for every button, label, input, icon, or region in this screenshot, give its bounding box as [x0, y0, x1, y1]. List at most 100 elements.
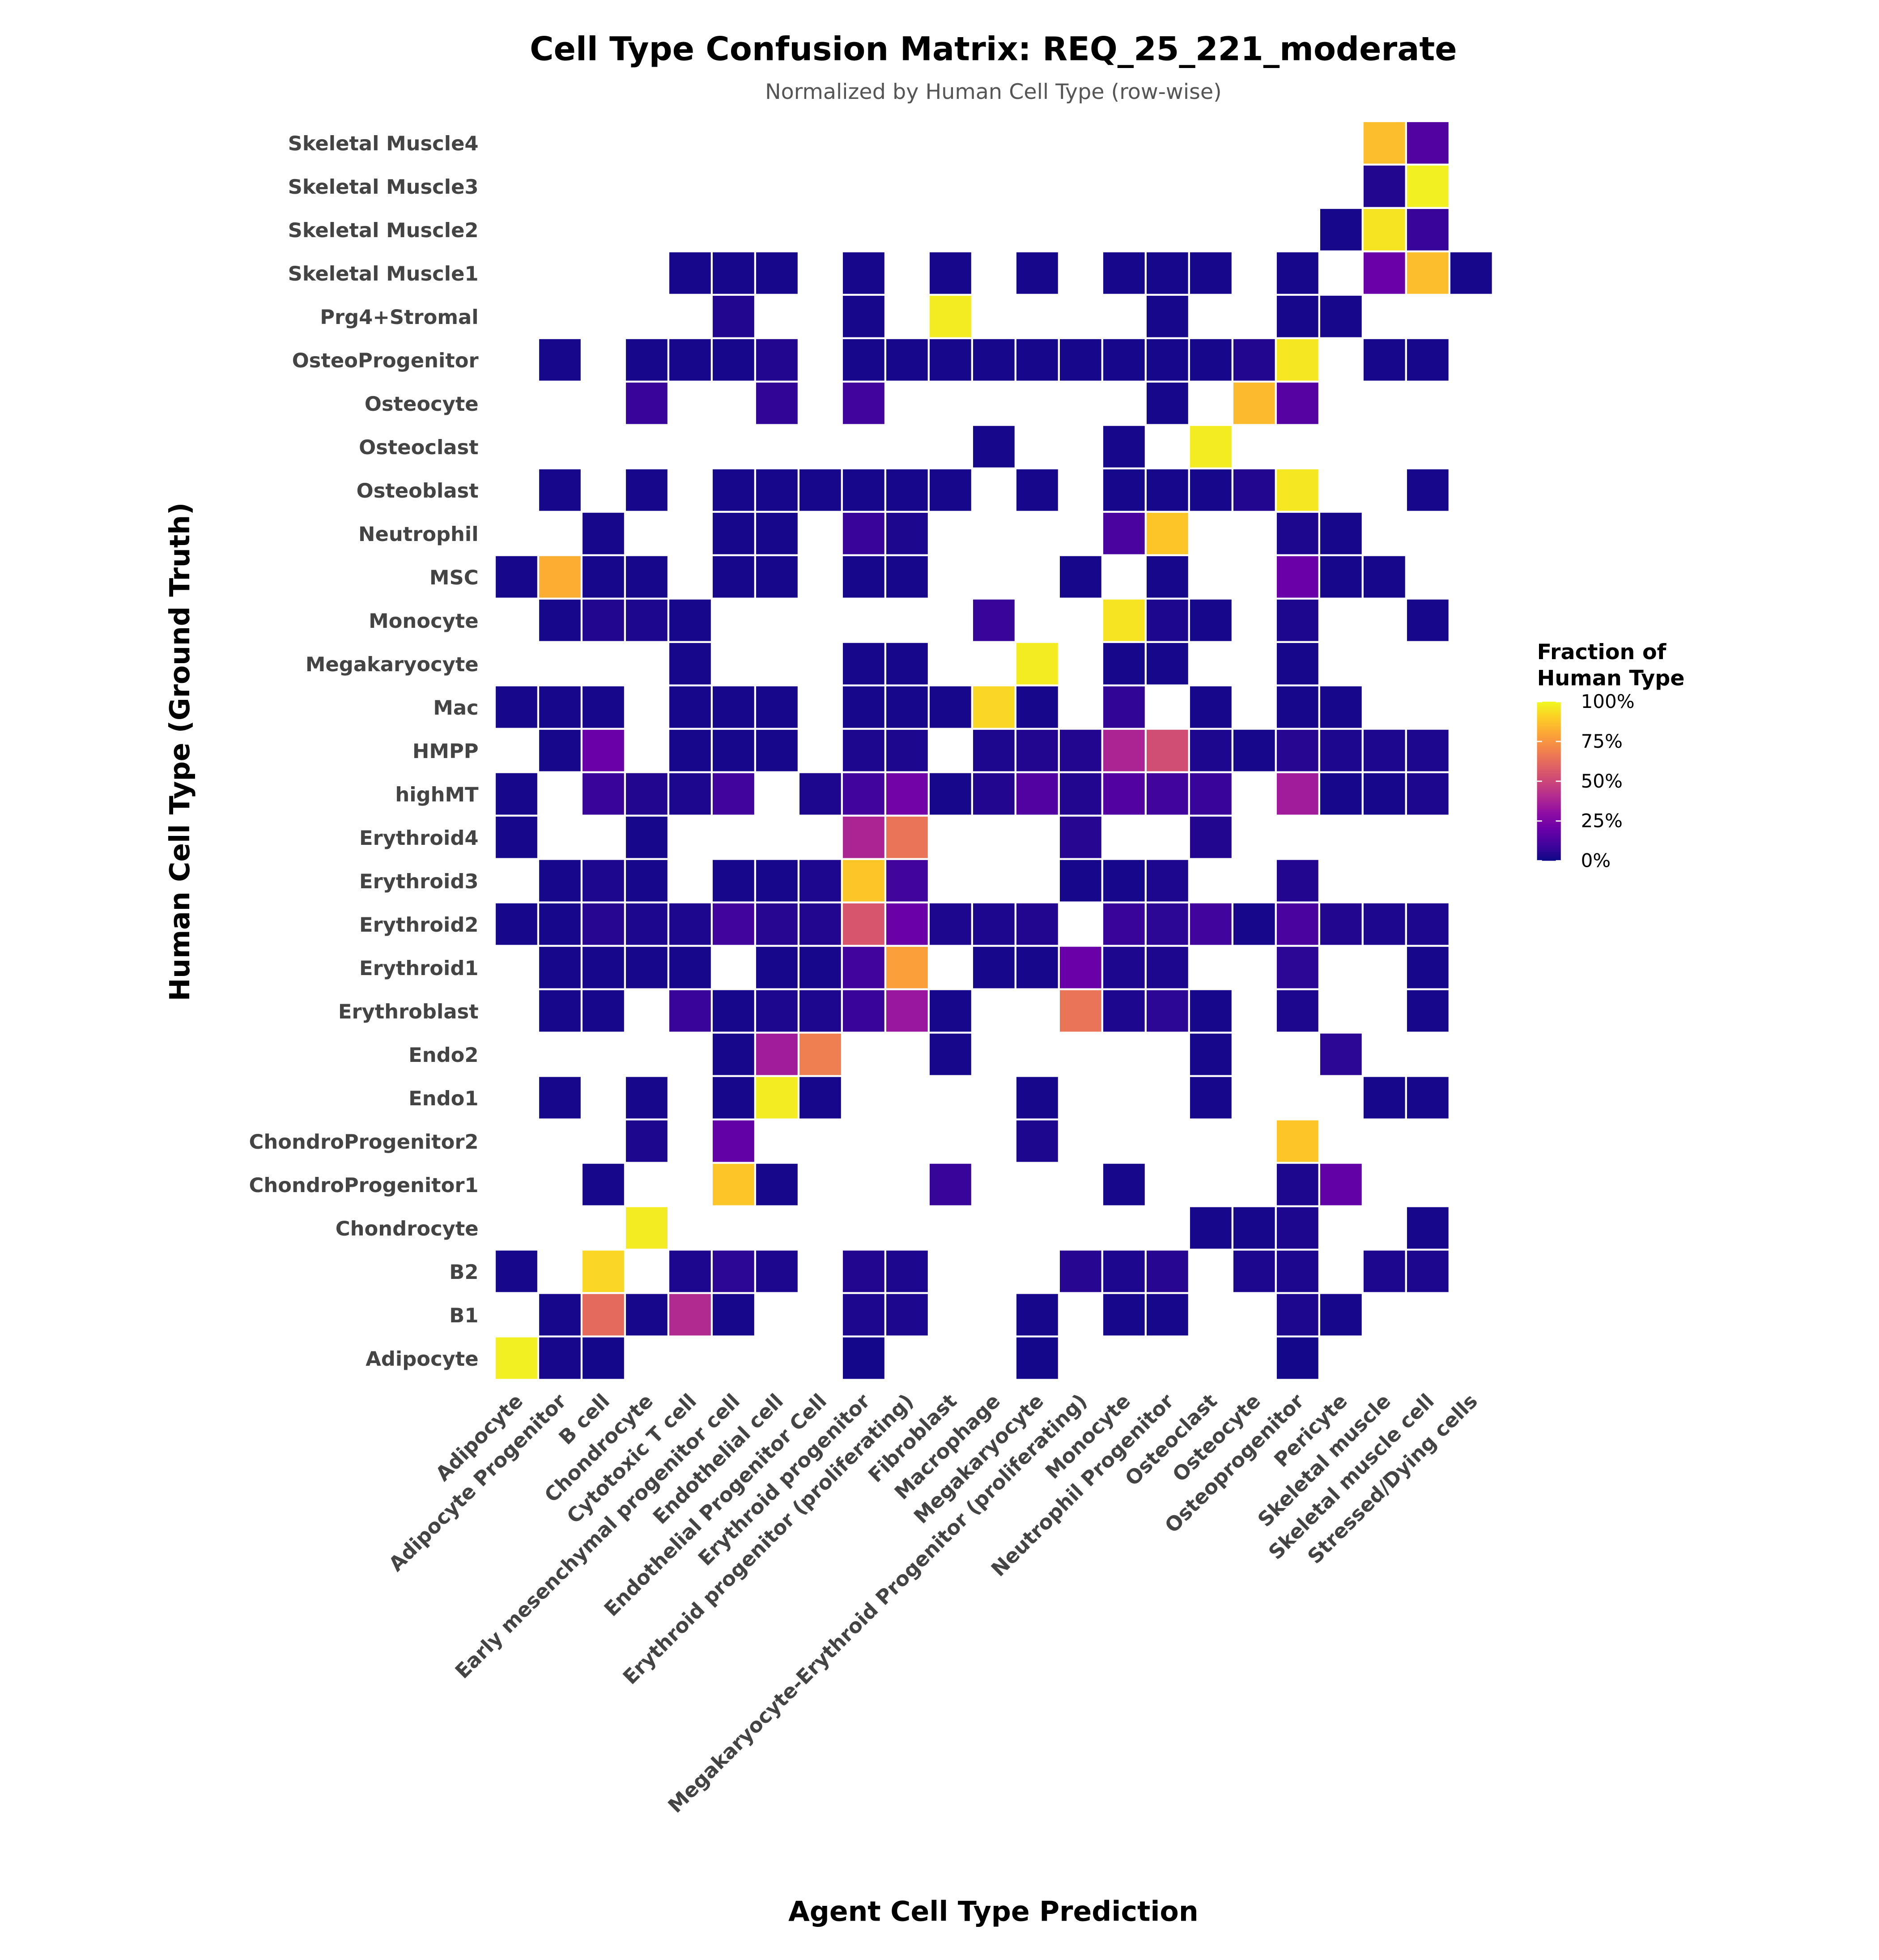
heatmap-cell [1014, 728, 1060, 773]
heatmap-cell [841, 250, 887, 296]
y-tick-label: Skeletal Muscle1 [288, 262, 479, 285]
y-tick-label: B1 [449, 1304, 478, 1327]
y-tick-label: ChondroProgenitor1 [249, 1173, 479, 1197]
heatmap-cell [1361, 120, 1407, 166]
heatmap-cell [1101, 771, 1147, 817]
heatmap-cell [1231, 1248, 1277, 1294]
heatmap-cell [971, 728, 1017, 773]
heatmap-cell [710, 554, 757, 600]
heatmap-cell [1318, 728, 1364, 773]
heatmap-cell [1144, 337, 1190, 383]
heatmap-cell [1144, 988, 1190, 1034]
heatmap-cell [1275, 250, 1320, 296]
heatmap-cell [1101, 1248, 1147, 1294]
heatmap-cell [1014, 1335, 1060, 1381]
heatmap-cell [1188, 1205, 1233, 1251]
colorbar-tick-label: 50% [1581, 770, 1623, 792]
heatmap-cell [754, 901, 800, 947]
heatmap-cell [667, 641, 713, 686]
heatmap-cell [754, 1162, 800, 1207]
heatmap-cell [1275, 728, 1320, 773]
colorbar-tick-label: 75% [1581, 730, 1623, 752]
heatmap-cell [1188, 337, 1233, 383]
heatmap-cell [1405, 250, 1450, 296]
heatmap-cell [1188, 467, 1233, 513]
heatmap-cell [1014, 684, 1060, 730]
heatmap-cell [1058, 554, 1103, 600]
heatmap-cell [1405, 207, 1450, 252]
heatmap-cell [537, 728, 583, 773]
heatmap-cell [884, 641, 930, 686]
heatmap-cell [1361, 771, 1407, 817]
heatmap-cell [754, 988, 800, 1034]
heatmap-cell [1101, 511, 1147, 556]
heatmap-cell [884, 945, 930, 990]
heatmap-cell [1275, 597, 1320, 643]
heatmap-cell [1361, 1248, 1407, 1294]
heatmap-cell [667, 1292, 713, 1338]
heatmap-cell [841, 554, 887, 600]
heatmap-cell [1188, 597, 1233, 643]
heatmap-cell [710, 511, 757, 556]
heatmap-cell [624, 1075, 670, 1121]
heatmap-cell [1014, 1118, 1060, 1164]
heatmap-cell [927, 1031, 974, 1077]
heatmap-cell [1058, 1248, 1103, 1294]
heatmap-cell [1361, 163, 1407, 209]
y-tick-label: Erythroblast [338, 1000, 479, 1023]
y-tick-label: Osteocyte [365, 392, 479, 416]
heatmap-cell [1101, 337, 1147, 383]
heatmap-cell [493, 1335, 540, 1381]
heatmap-cell [580, 1335, 626, 1381]
heatmap-cell [1318, 294, 1364, 339]
colorbar-tick-label: 0% [1581, 850, 1611, 872]
heatmap-cell [1058, 814, 1103, 860]
heatmap-cell [624, 901, 670, 947]
heatmap-cell [1275, 467, 1320, 513]
heatmap-cell [1188, 728, 1233, 773]
heatmap-cell [841, 1292, 887, 1338]
heatmap-cell [841, 1335, 887, 1381]
heatmap-cell [797, 858, 843, 903]
heatmap-cell [1014, 1075, 1060, 1121]
heatmap-cell [1275, 1205, 1320, 1251]
heatmap-cell [1144, 641, 1190, 686]
heatmap-cell [1188, 771, 1233, 817]
heatmap-cell [667, 597, 713, 643]
heatmap-cell [841, 1248, 887, 1294]
heatmap-cell [1058, 858, 1103, 903]
heatmap-cell [537, 1075, 583, 1121]
heatmap-cell [537, 467, 583, 513]
heatmap-cell [1188, 1031, 1233, 1077]
heatmap-cell [1405, 467, 1450, 513]
heatmap-cell [493, 771, 540, 817]
heatmap-cell [1101, 901, 1147, 947]
heatmap-cell [971, 771, 1017, 817]
heatmap-cell [1361, 554, 1407, 600]
y-tick-label: Chondrocyte [336, 1217, 479, 1240]
heatmap-cell [1405, 1075, 1450, 1121]
heatmap-cell [580, 901, 626, 947]
heatmap-cell [710, 684, 757, 730]
heatmap-cell [841, 814, 887, 860]
heatmap-cell [1101, 467, 1147, 513]
heatmap-cell [841, 337, 887, 383]
heatmap-cell [1361, 207, 1407, 252]
heatmap-cell [927, 250, 974, 296]
heatmap-cell [927, 1162, 974, 1207]
heatmap-cell [1188, 250, 1233, 296]
heatmap-cell [537, 1335, 583, 1381]
heatmap-cell [580, 945, 626, 990]
heatmap-cell [1188, 684, 1233, 730]
heatmap-cell [1275, 337, 1320, 383]
heatmap-cell [493, 684, 540, 730]
heatmap-cell [1144, 901, 1190, 947]
heatmap-cell [624, 1205, 670, 1251]
heatmap-cell [580, 771, 626, 817]
heatmap-cell [1101, 988, 1147, 1034]
x-axis-title: Agent Cell Type Prediction [788, 1895, 1199, 1927]
heatmap-cell [710, 858, 757, 903]
heatmap-cell [624, 1292, 670, 1338]
heatmap-cell [1144, 945, 1190, 990]
